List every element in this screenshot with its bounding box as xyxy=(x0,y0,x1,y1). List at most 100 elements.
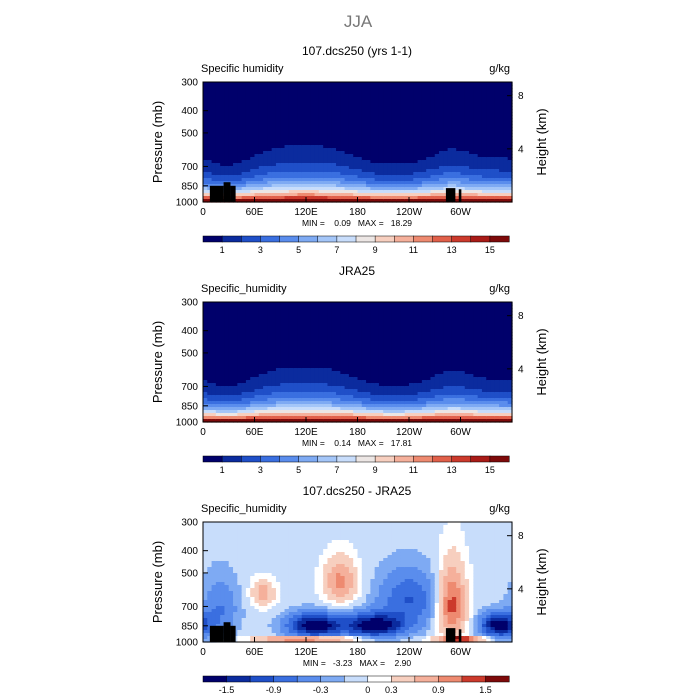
heatmap-cell xyxy=(366,91,371,95)
heatmap-cell xyxy=(250,365,256,369)
heatmap-cell xyxy=(460,196,466,200)
heatmap-cell xyxy=(314,320,320,324)
heatmap-cell xyxy=(280,350,286,354)
heatmap-cell xyxy=(331,97,337,101)
heatmap-cell xyxy=(370,115,376,119)
heatmap-cell xyxy=(250,308,256,312)
heatmap-cell xyxy=(220,308,226,312)
heatmap-cell xyxy=(383,85,389,89)
heatmap-cell xyxy=(391,130,397,134)
heatmap-cell xyxy=(211,317,217,321)
heatmap-cell xyxy=(241,160,247,164)
heatmap-cell xyxy=(378,413,384,417)
heatmap-cell xyxy=(220,329,226,333)
heatmap-cell xyxy=(387,160,393,164)
heatmap-cell xyxy=(507,142,513,146)
heatmap-cell xyxy=(271,362,277,366)
heatmap-cell xyxy=(267,148,273,152)
heatmap-cell xyxy=(348,163,354,167)
heatmap-cell xyxy=(250,163,256,167)
heatmap-cell xyxy=(288,100,294,104)
heatmap-cell xyxy=(451,88,457,92)
heatmap-cell xyxy=(370,383,376,387)
heatmap-cell xyxy=(430,184,436,188)
heatmap-cell xyxy=(267,118,273,122)
heatmap-cell xyxy=(361,374,367,378)
heatmap-cell xyxy=(439,145,444,149)
heatmap-cell xyxy=(310,97,316,101)
heatmap-cell xyxy=(275,416,281,420)
heatmap-cell xyxy=(413,115,419,119)
heatmap-cell xyxy=(361,184,367,188)
heatmap-cell xyxy=(383,148,389,152)
heatmap-cell xyxy=(391,115,397,119)
heatmap-cell xyxy=(404,193,410,197)
heatmap-cell xyxy=(400,308,406,312)
heatmap-cell xyxy=(370,344,376,348)
heatmap-cell xyxy=(327,365,333,369)
heatmap-cell xyxy=(267,302,273,306)
heatmap-cell xyxy=(499,181,505,185)
heatmap-cell xyxy=(494,181,500,185)
heatmap-cell xyxy=(288,181,294,185)
heatmap-cell xyxy=(310,365,316,369)
heatmap-cell xyxy=(228,151,234,155)
heatmap-cell xyxy=(228,341,234,345)
heatmap-cell xyxy=(344,359,350,363)
heatmap-cell xyxy=(323,305,329,309)
heatmap-cell xyxy=(353,163,359,167)
heatmap-cell xyxy=(490,151,496,155)
heatmap-cell xyxy=(207,199,213,203)
heatmap-cell xyxy=(207,410,213,414)
heatmap-cell xyxy=(348,326,354,330)
heatmap-cell xyxy=(263,193,268,197)
heatmap-cell xyxy=(306,100,311,104)
heatmap-cell xyxy=(464,118,470,122)
heatmap-cell xyxy=(387,362,393,366)
heatmap-cell xyxy=(245,154,251,158)
heatmap-cell xyxy=(293,317,299,321)
heatmap-cell xyxy=(447,100,453,104)
heatmap-cell xyxy=(258,94,264,98)
heatmap-cell xyxy=(336,386,341,390)
heatmap-cell xyxy=(233,371,238,375)
heatmap-cell xyxy=(374,329,380,333)
heatmap-cell xyxy=(473,139,479,143)
heatmap-cell xyxy=(318,88,324,92)
heatmap-cell xyxy=(314,368,320,372)
heatmap-cell xyxy=(443,196,449,200)
heatmap-cell xyxy=(233,365,238,369)
heatmap-cell xyxy=(357,416,363,420)
heatmap-cell xyxy=(443,112,449,116)
heatmap-cell xyxy=(447,85,453,89)
heatmap-cell xyxy=(293,383,299,387)
heatmap-cell xyxy=(245,308,251,312)
heatmap-cell xyxy=(215,314,221,318)
heatmap-cell xyxy=(391,413,397,417)
heatmap-cell xyxy=(301,181,307,185)
heatmap-cell xyxy=(293,166,299,170)
heatmap-cell xyxy=(421,109,427,113)
heatmap-cell xyxy=(490,187,496,191)
heatmap-cell xyxy=(430,106,436,110)
heatmap-cell xyxy=(443,148,449,152)
heatmap-cell xyxy=(336,178,341,182)
heatmap-cell xyxy=(237,157,243,161)
heatmap-cell xyxy=(203,335,208,339)
heatmap-cell xyxy=(228,419,234,423)
heatmap-cell xyxy=(417,341,423,345)
heatmap-cell xyxy=(280,317,286,321)
heatmap-cell xyxy=(250,199,256,203)
heatmap-cell xyxy=(417,350,423,354)
heatmap-cell xyxy=(207,401,213,405)
heatmap-cell xyxy=(378,106,384,110)
heatmap-cell xyxy=(280,380,286,384)
colorbar-swatch xyxy=(355,235,376,243)
heatmap-cell xyxy=(331,347,337,351)
heatmap-cell xyxy=(297,178,303,182)
heatmap-cell xyxy=(481,193,487,197)
heatmap-cell xyxy=(258,368,264,372)
heatmap-cell xyxy=(323,175,329,179)
heatmap-cell xyxy=(353,329,359,333)
heatmap-cell xyxy=(220,344,226,348)
